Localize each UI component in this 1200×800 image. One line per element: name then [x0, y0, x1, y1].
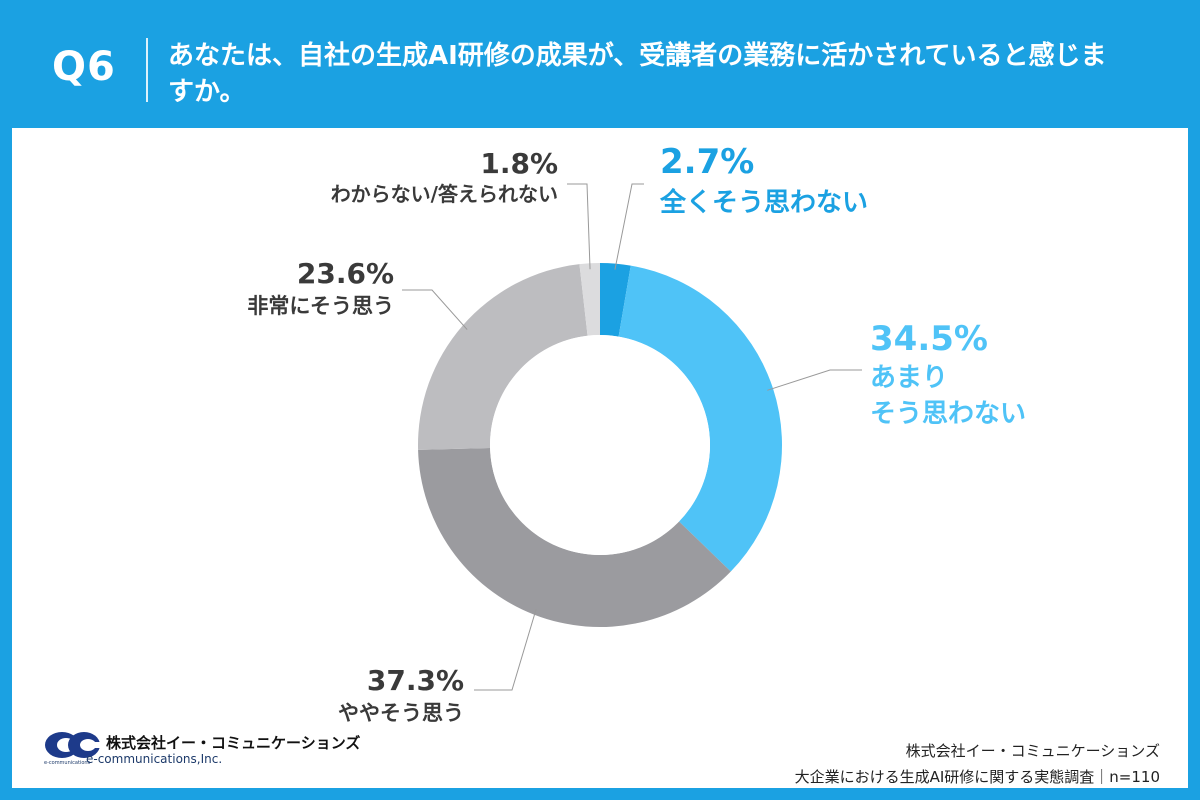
logo-tiny-text: e-communications [44, 760, 91, 766]
leader-line-3 [474, 608, 537, 691]
leader-line-2 [767, 369, 862, 391]
slice-category-label-5: わからない/答えられない [331, 182, 558, 206]
leader-line-4 [402, 289, 468, 330]
slice-category-label-1: 全くそう思わない [659, 187, 868, 218]
leader-line-1 [614, 183, 644, 270]
donut-slice-4 [418, 264, 588, 450]
slice-category-label-2: あまり [870, 363, 948, 393]
question-text: あなたは、自社の生成AI研修の成果が、受講者の業務に活かされていると感じますか。 [168, 41, 1107, 107]
chart-card: 2.7% 全くそう思わない 34.5% あまりそう思わない 37.3% ややそう思う 23.… [12, 128, 1188, 788]
header-divider [146, 38, 148, 102]
slice-value-label-3: 37.3% [367, 664, 464, 697]
slice-value-label-5: 1.8% [480, 147, 558, 180]
source-company: 株式会社イー・コミュニケーションズ [905, 742, 1160, 760]
donut-slice-1 [600, 263, 631, 337]
slice-category-label-4: 非常にそう思う [247, 294, 394, 318]
header-bar: Q6 あなたは、自社の生成AI研修の成果が、受講者の業務に活かされていると感じま… [0, 0, 1200, 128]
donut-slice-3 [418, 447, 731, 627]
slice-value-label-1: 2.7% [660, 142, 754, 182]
source-survey: 大企業における生成AI研修に関する実態調査｜n=110 [794, 768, 1160, 786]
logo-mark-icon [45, 732, 104, 758]
source-note: 株式会社イー・コミュニケーションズ 大企業における生成AI研修に関する実態調査｜… [795, 738, 1160, 790]
donut-hole [490, 335, 710, 555]
leader-line-5 [567, 183, 591, 270]
slice-category-label-2: そう思わない [870, 399, 1026, 429]
logo-subtitle: e-communications,Inc. [86, 752, 223, 766]
donut-slice-5 [579, 263, 600, 336]
slice-category-label-3: ややそう思う [338, 701, 464, 725]
logo-company-name: 株式会社イー・コミュニケーションズ [106, 734, 361, 752]
slice-value-label-4: 23.6% [297, 257, 394, 290]
donut-slice-2 [618, 265, 783, 572]
slice-value-label-2: 34.5% [870, 319, 988, 359]
question-number: Q6 [52, 44, 116, 90]
